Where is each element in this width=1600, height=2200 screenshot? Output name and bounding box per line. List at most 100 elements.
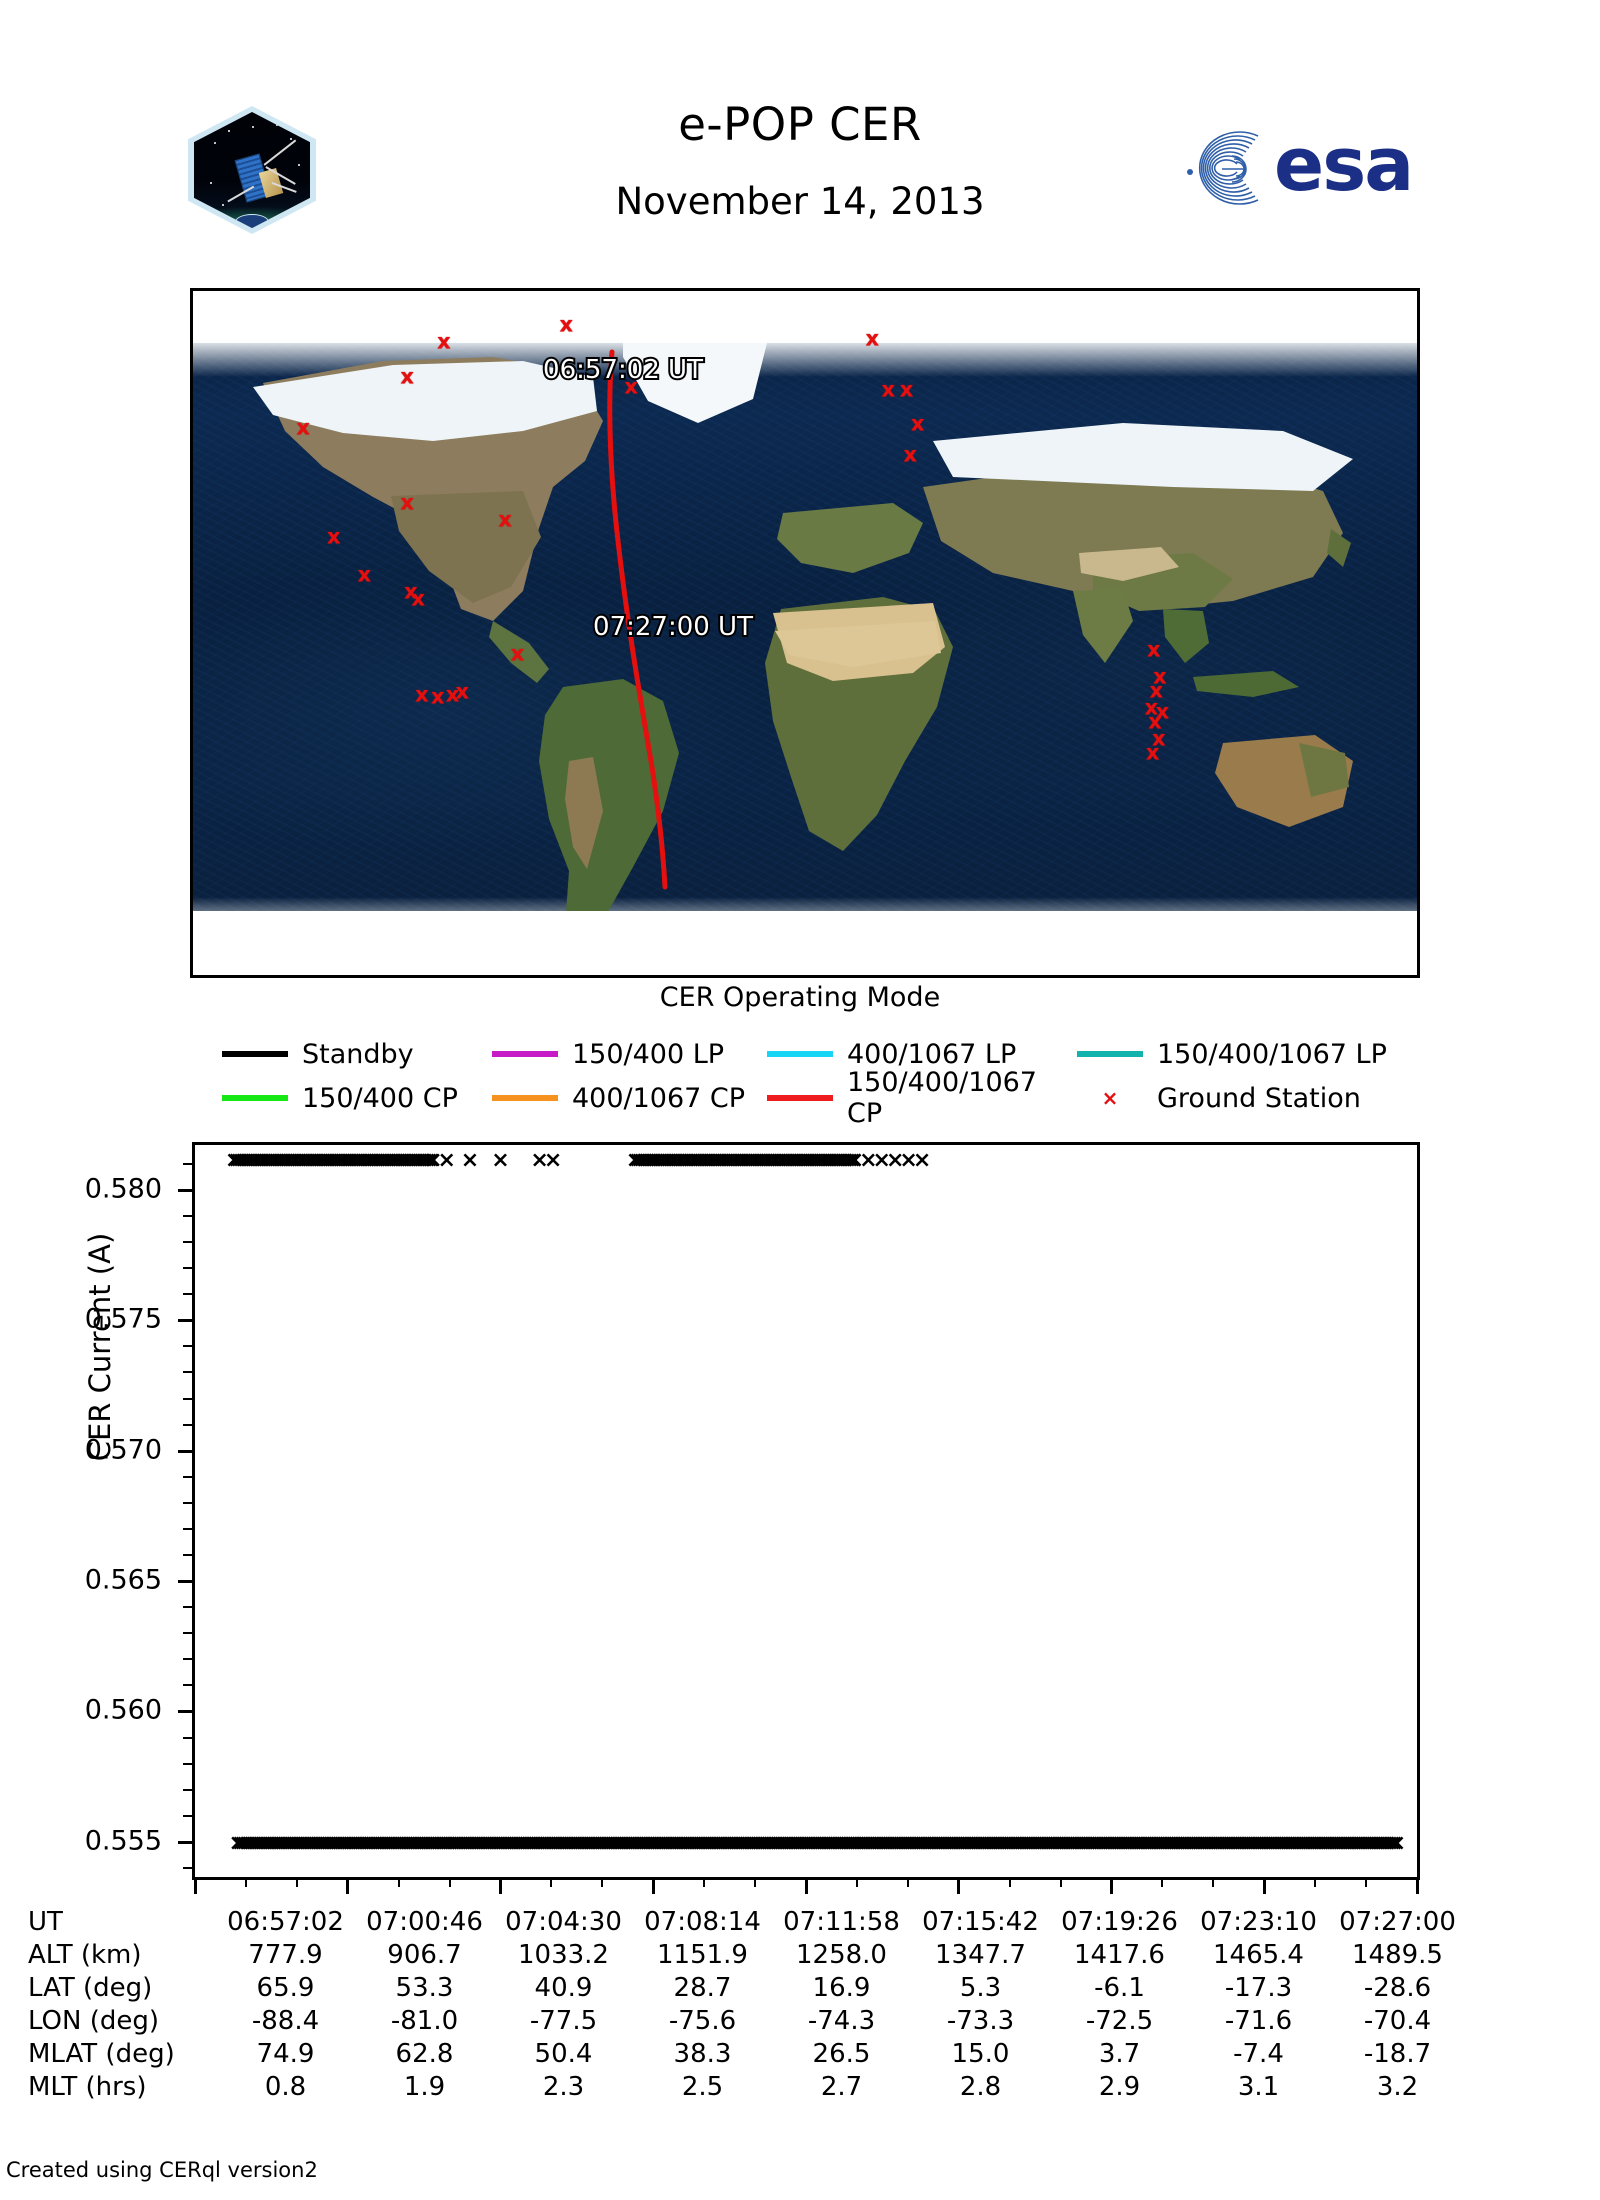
legend-color-swatch <box>492 1095 558 1101</box>
x-axis-minor-tick <box>1212 1877 1215 1887</box>
table-cell: 1151.9 <box>657 1939 748 1970</box>
data-point-marker: × <box>485 1830 505 1856</box>
table-cell: -17.3 <box>1224 1972 1293 2003</box>
data-point-marker: × <box>1268 1830 1288 1856</box>
data-point-marker: × <box>391 1830 410 1856</box>
data-point-marker: × <box>1242 1830 1261 1856</box>
data-point-marker: × <box>426 1830 445 1856</box>
table-cell: -73.3 <box>946 2005 1015 2036</box>
data-point-marker: × <box>690 1830 709 1856</box>
data-point-marker: × <box>983 1830 1002 1856</box>
data-point-marker: × <box>797 1147 816 1173</box>
data-point-marker: × <box>492 1830 511 1856</box>
data-point-marker: × <box>272 1830 291 1856</box>
data-point-marker: × <box>323 1830 342 1856</box>
data-point-marker: × <box>306 1147 325 1173</box>
table-cell: -72.5 <box>1085 2005 1154 2036</box>
data-point-marker: × <box>321 1147 341 1173</box>
data-point-marker: × <box>683 1830 703 1856</box>
data-point-marker: × <box>264 1147 283 1173</box>
data-point-marker: × <box>303 1830 322 1856</box>
data-point-marker: × <box>1121 1830 1141 1856</box>
data-point-marker: × <box>323 1147 343 1173</box>
y-axis-minor-tick <box>183 1162 192 1165</box>
data-point-marker: × <box>406 1830 426 1856</box>
data-point-marker: × <box>284 1147 303 1173</box>
data-point-marker: × <box>1361 1830 1380 1856</box>
table-cell: -70.4 <box>1363 2005 1432 2036</box>
data-point-marker: × <box>737 1147 757 1173</box>
data-point-marker: × <box>985 1830 1004 1856</box>
data-point-marker: × <box>1213 1830 1233 1856</box>
data-point-marker: × <box>875 1830 894 1856</box>
y-axis-minor-tick <box>183 1866 192 1869</box>
data-point-marker: × <box>371 1830 390 1856</box>
data-point-marker: × <box>1040 1830 1059 1856</box>
table-cell: -7.4 <box>1233 2038 1284 2069</box>
data-point-marker: × <box>1238 1830 1257 1856</box>
data-point-marker: × <box>1209 1830 1228 1856</box>
data-point-marker: × <box>604 1830 624 1856</box>
data-point-marker: × <box>296 1830 316 1856</box>
page-header: e-POP CER November 14, 2013 <box>0 0 1600 270</box>
map-start-time-label: 06:57:02 UT <box>541 353 705 387</box>
data-point-marker: × <box>460 1147 480 1173</box>
data-point-marker: × <box>274 1830 294 1856</box>
data-point-marker: × <box>691 1147 711 1173</box>
data-point-marker: × <box>459 1830 478 1856</box>
data-point-marker: × <box>923 1830 943 1856</box>
data-point-marker: × <box>932 1830 951 1856</box>
data-point-marker: × <box>829 1830 848 1856</box>
data-point-marker: × <box>336 1830 355 1856</box>
data-point-marker: × <box>757 1147 777 1173</box>
y-axis-minor-tick <box>183 1475 192 1478</box>
x-axis-tick <box>499 1877 502 1894</box>
data-point-marker: × <box>873 1830 892 1856</box>
data-point-marker: × <box>251 1147 270 1173</box>
data-point-marker: × <box>745 1830 764 1856</box>
data-point-marker: × <box>611 1830 630 1856</box>
data-point-marker: × <box>674 1147 693 1173</box>
data-point-marker: × <box>1191 1830 1211 1856</box>
data-point-marker: × <box>567 1830 586 1856</box>
x-axis-minor-tick <box>1059 1877 1062 1887</box>
y-axis-tick-label: 0.580 <box>84 1173 162 1205</box>
data-point-marker: × <box>694 1830 714 1856</box>
data-point-marker: × <box>409 1147 429 1173</box>
data-point-marker: × <box>936 1830 956 1856</box>
data-point-marker: × <box>928 1830 947 1856</box>
table-row-label: MLAT (deg) <box>28 2038 175 2069</box>
x-axis-minor-tick <box>855 1877 858 1887</box>
data-point-marker: × <box>1086 1830 1105 1856</box>
orbit-ground-track <box>607 349 668 890</box>
data-point-marker: × <box>1383 1830 1402 1856</box>
data-point-marker: × <box>1112 1830 1132 1856</box>
data-point-marker: × <box>833 1830 852 1856</box>
data-point-marker: × <box>1042 1830 1061 1856</box>
data-point-marker: × <box>1143 1830 1163 1856</box>
data-point-marker: × <box>305 1830 324 1856</box>
table-row-label: LON (deg) <box>28 2005 160 2036</box>
data-point-marker: × <box>376 1147 396 1173</box>
footer-credit: Created using CERql version2 <box>6 2158 318 2182</box>
data-point-marker: × <box>576 1830 595 1856</box>
data-point-marker: × <box>315 1147 334 1173</box>
table-cell: 1258.0 <box>796 1939 887 1970</box>
data-point-marker: × <box>764 1147 783 1173</box>
data-point-marker: × <box>1326 1830 1345 1856</box>
data-point-marker: × <box>477 1830 496 1856</box>
data-point-marker: × <box>825 1147 845 1173</box>
table-cell: -75.6 <box>668 2005 737 2036</box>
data-point-marker: × <box>297 1147 316 1173</box>
data-point-marker: × <box>1387 1830 1407 1856</box>
data-point-marker: × <box>1013 1830 1033 1856</box>
data-point-marker: × <box>836 1147 856 1173</box>
legend-item: 150/400/1067 CP <box>767 1067 1077 1129</box>
data-point-marker: × <box>356 1147 376 1173</box>
data-point-marker: × <box>329 1830 349 1856</box>
y-axis-minor-tick <box>183 1762 192 1765</box>
data-point-marker: × <box>723 1830 742 1856</box>
data-point-marker: × <box>743 1830 762 1856</box>
data-point-marker: × <box>378 1830 397 1856</box>
